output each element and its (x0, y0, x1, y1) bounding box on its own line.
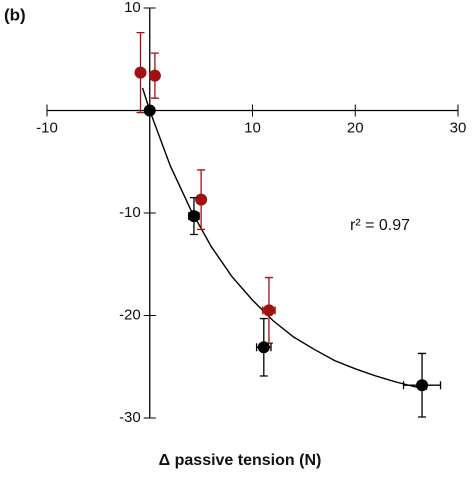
point (262, 304, 275, 317)
point (148, 69, 161, 82)
y-tick-label: -20 (119, 306, 141, 323)
y-tick-label: -30 (119, 409, 141, 426)
point (195, 193, 208, 206)
point (416, 379, 429, 392)
fit-curve (141, 87, 428, 390)
annotation: r² = 0.97 (350, 217, 410, 234)
point (134, 66, 147, 79)
x-tick-label: 20 (347, 119, 364, 136)
point (257, 341, 270, 354)
panel-label: (b) (4, 5, 26, 24)
x-axis-label: Δ passive tension (N) (159, 452, 322, 469)
y-tick-label: -10 (119, 204, 141, 221)
x-tick-label: 30 (450, 119, 467, 136)
x-tick-label: 10 (244, 119, 261, 136)
point (187, 210, 200, 223)
point (143, 104, 156, 117)
y-tick-label: 10 (124, 0, 141, 16)
x-tick-label: -10 (36, 119, 58, 136)
